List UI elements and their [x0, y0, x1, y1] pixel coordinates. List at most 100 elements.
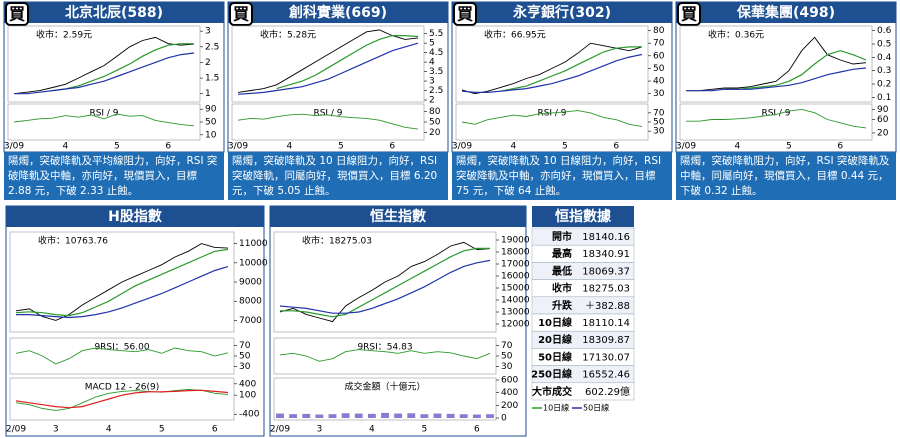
bar	[341, 413, 350, 418]
row-label: 最低	[552, 264, 572, 277]
panel-frame	[227, 1, 449, 153]
panel-label: RSI / 9	[313, 109, 342, 119]
legend-label: 50日線	[583, 403, 609, 413]
y-tick-label: 1.5	[205, 74, 219, 84]
y-tick-label: 7000	[239, 316, 262, 326]
chart-title: 創科實業(669)	[288, 4, 387, 21]
y-tick-label: 80	[429, 107, 441, 117]
x-tick-label: 2/09	[270, 425, 290, 435]
series-line	[15, 243, 229, 321]
y-tick-label: 1	[205, 89, 211, 99]
chart-title: H股指數	[108, 208, 162, 225]
table-title: 恒指數據	[555, 208, 612, 225]
header-bar	[228, 2, 448, 23]
y-tick-label: 2	[429, 96, 435, 106]
series-line	[16, 266, 229, 319]
table-row	[531, 382, 635, 401]
series-line	[15, 248, 229, 317]
y-tick-label: 400	[501, 388, 518, 398]
x-tick-label: 3/09	[4, 142, 24, 152]
chart-title: 北京北辰(588)	[65, 4, 163, 21]
panel-label: MACD 12 - 26(9)	[85, 383, 159, 393]
stamp-box	[229, 2, 253, 26]
y-tick-label: 3	[205, 27, 211, 37]
row-label: 20日線	[538, 333, 572, 346]
y-tick-label: 50	[653, 64, 665, 74]
table-header	[532, 206, 634, 227]
y-tick-label: 50	[429, 118, 441, 128]
panel-label: 成交金額（十億元）	[344, 381, 425, 393]
row-value: 18309.87	[582, 335, 630, 346]
row-value: 18340.91	[582, 249, 630, 260]
y-tick-label: 30	[653, 89, 665, 99]
y-tick-label: 8000	[239, 297, 262, 307]
y-tick-label: 60	[653, 51, 665, 61]
row-value: 18275.03	[582, 284, 630, 295]
y-tick-label: 50	[239, 352, 251, 362]
series-line	[15, 347, 229, 365]
y-tick-label: 80	[653, 26, 665, 36]
y-tick-label: 4	[429, 58, 435, 68]
y-tick-label: 0.6	[877, 26, 892, 36]
row-value: 17130.07	[582, 352, 630, 363]
y-tick-label: 70	[653, 108, 665, 118]
y-tick-label: 2.5	[205, 42, 219, 52]
y-tick-label: 5	[429, 39, 435, 49]
y-tick-label: 90	[205, 105, 217, 115]
stamp: 買	[681, 5, 697, 24]
row-label: 升跌	[552, 299, 573, 312]
x-tick-label: 4	[287, 142, 293, 152]
bar	[394, 413, 403, 418]
x-tick-label: 4	[735, 142, 741, 152]
y-tick-label: 0.3	[877, 66, 891, 76]
y-tick-label: 12000	[501, 320, 530, 330]
header-bar	[452, 2, 672, 23]
y-tick-label: 19000	[501, 236, 530, 246]
panel-frame	[5, 205, 265, 437]
panel-label: RSI / 9	[537, 109, 566, 119]
series-line	[15, 389, 229, 409]
header-bar	[676, 2, 896, 23]
panel-label: 收市：66.95元	[484, 29, 546, 41]
series-line	[15, 389, 229, 411]
header-bar	[6, 206, 264, 227]
stamp: 買	[233, 5, 249, 24]
bar	[486, 414, 494, 418]
bar	[354, 413, 363, 418]
y-tick-label: 2	[205, 58, 211, 68]
header-bar	[4, 2, 224, 23]
row-label: 250日線	[531, 368, 572, 381]
series-line	[686, 36, 867, 92]
y-tick-label: 0.4	[877, 53, 892, 63]
y-tick-label: 20	[429, 128, 441, 138]
y-tick-label: 13000	[501, 308, 530, 318]
series-line	[279, 349, 491, 362]
chart-title: 永亨銀行(302)	[512, 4, 611, 21]
x-tick-label: 6	[613, 142, 619, 152]
series-line	[461, 42, 643, 95]
y-tick-label: 17000	[501, 260, 530, 270]
y-tick-label: 50	[501, 352, 513, 362]
y-tick-label: 0.5	[877, 40, 891, 50]
series-line	[52, 43, 194, 92]
stamp-box	[5, 2, 29, 26]
row-value: 602.29億	[585, 385, 630, 398]
bar	[433, 413, 442, 418]
series-line	[13, 36, 195, 95]
stamp: 買	[9, 5, 25, 24]
y-tick-label: 40	[653, 77, 665, 87]
comment: 陽燭，突破降軌及平均線阻力，向好，RSI 突破降軌及中軸，亦向好，現價買入，目標…	[4, 152, 224, 200]
header-bar	[270, 206, 526, 227]
y-tick-label: 3	[429, 77, 435, 87]
series-line	[13, 113, 195, 127]
x-tick-label: 4	[369, 425, 375, 435]
x-tick-label: 6	[389, 142, 395, 152]
x-tick-label: 4	[511, 142, 517, 152]
y-tick-label: 0	[501, 414, 507, 424]
bar	[420, 414, 429, 418]
x-tick-label: 5	[786, 142, 792, 152]
plot-frame	[273, 377, 497, 421]
x-tick-label: 3/09	[676, 142, 696, 152]
y-tick-label: 18000	[501, 248, 530, 258]
